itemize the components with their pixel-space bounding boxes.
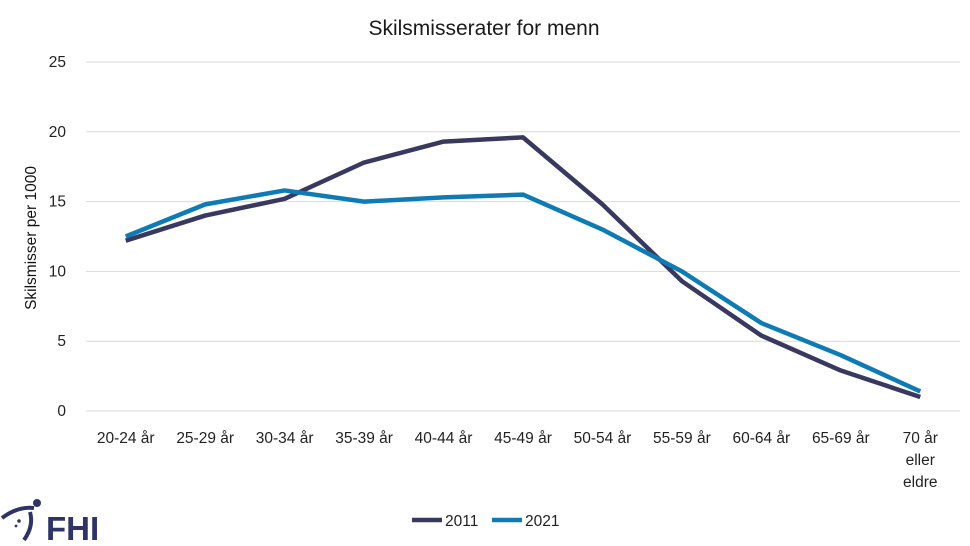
x-tick-label: 45-49 år — [494, 430, 552, 447]
x-tick-label: 60-64 år — [732, 430, 790, 447]
y-tick-label: 15 — [49, 194, 66, 211]
x-tick-label: 30-34 år — [256, 430, 314, 447]
y-tick-label: 20 — [49, 124, 67, 141]
y-tick-label: 0 — [57, 403, 66, 420]
x-tick-label: 35-39 år — [335, 430, 393, 447]
chart-title: Skilsmisserater for menn — [368, 17, 599, 40]
x-tick-label: 50-54 år — [574, 430, 632, 447]
x-tick-label: 20-24 år — [97, 430, 155, 447]
y-axis-label: Skilsmisser per 1000 — [23, 166, 40, 310]
legend-label: 2021 — [525, 513, 559, 530]
x-tick-label: eller — [906, 452, 935, 469]
fhi-logo: FHI — [0, 499, 99, 546]
series-line-2021 — [124, 188, 922, 394]
logo-text: FHI — [46, 510, 99, 546]
x-tick-label: 40-44 år — [415, 430, 473, 447]
y-tick-label: 5 — [57, 333, 66, 350]
y-tick-label: 10 — [49, 263, 67, 280]
x-tick-label: 25-29 år — [176, 430, 234, 447]
y-tick-label: 25 — [49, 54, 66, 71]
x-tick-label: 65-69 år — [812, 430, 870, 447]
legend-label: 2011 — [445, 513, 478, 530]
logo-swoosh-icon — [0, 505, 35, 520]
series-line-2011 — [125, 135, 921, 400]
x-tick-label: 70 år — [903, 430, 938, 447]
x-tick-label: 55-59 år — [653, 430, 711, 447]
x-tick-label: eldre — [903, 474, 937, 491]
